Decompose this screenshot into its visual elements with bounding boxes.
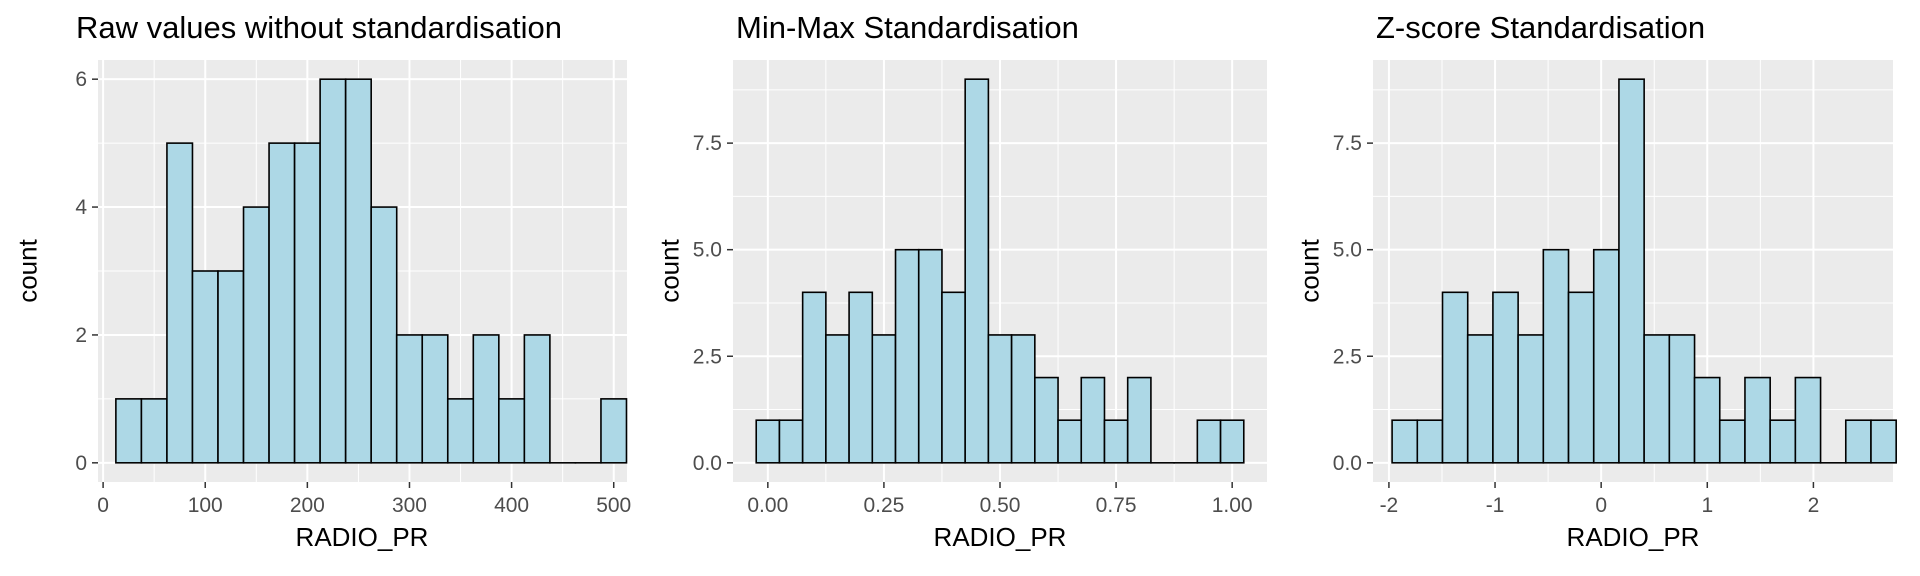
histogram-bar bbox=[1103, 419, 1129, 464]
y-axis-label: count bbox=[1294, 239, 1325, 303]
histogram-bar bbox=[801, 291, 827, 464]
histogram-bar bbox=[1492, 291, 1519, 464]
x-tick-label: 400 bbox=[494, 494, 529, 517]
histogram-bar bbox=[1567, 291, 1595, 464]
histogram-bar bbox=[242, 206, 270, 464]
histogram-bar bbox=[370, 206, 398, 464]
y-axis-label: count bbox=[654, 239, 685, 303]
chart-title: Min-Max Standardisation bbox=[736, 10, 1079, 45]
histogram-bar bbox=[1542, 248, 1570, 464]
histogram-bar bbox=[1219, 419, 1245, 464]
x-tick-label: -2 bbox=[1380, 494, 1399, 517]
x-tick-label: 200 bbox=[290, 494, 325, 517]
histogram-bar bbox=[319, 78, 347, 464]
x-axis-label: RADIO_PR bbox=[1566, 522, 1700, 552]
x-tick-label: 0.75 bbox=[1096, 494, 1137, 517]
x-tick-label: 0.00 bbox=[747, 494, 788, 517]
y-tick-label: 4 bbox=[75, 196, 87, 219]
x-tick-label: 2 bbox=[1808, 494, 1820, 517]
histogram-bar bbox=[166, 142, 194, 464]
chart-panel-minmax: Min-Max Standardisation 0.00 0.25 0.50 0.75… bbox=[640, 0, 1280, 576]
histogram-bar bbox=[344, 78, 372, 464]
y-tick-label: 2.5 bbox=[693, 345, 722, 368]
x-tick-label: 1.00 bbox=[1212, 494, 1253, 517]
histogram-bar bbox=[191, 270, 219, 464]
histogram-bar bbox=[917, 248, 943, 464]
x-tick-label: 0 bbox=[97, 494, 109, 517]
histogram-bar bbox=[1057, 419, 1083, 464]
y-tick-label: 2.5 bbox=[1333, 345, 1362, 368]
histogram-bar bbox=[1034, 376, 1059, 464]
y-tick-label: 0 bbox=[75, 452, 87, 475]
histogram-bar bbox=[1196, 419, 1222, 464]
histogram-bar bbox=[825, 334, 850, 464]
histogram-bar bbox=[755, 419, 781, 464]
histogram-bar bbox=[894, 248, 920, 464]
histogram-bar bbox=[600, 398, 628, 464]
histogram-bar bbox=[964, 78, 990, 464]
histogram-bar bbox=[523, 334, 551, 464]
chart-panel-raw: Raw values without standardisation 0 100 2… bbox=[0, 0, 640, 576]
histogram-bar bbox=[1010, 334, 1036, 464]
histogram-bar bbox=[1870, 419, 1897, 464]
histogram-bar bbox=[1718, 419, 1746, 464]
histogram-bar bbox=[115, 398, 143, 464]
chart-title: Z-score Standardisation bbox=[1376, 10, 1706, 45]
y-axis-label: count bbox=[12, 239, 43, 303]
histogram-bar bbox=[140, 398, 168, 464]
x-tick-label: -1 bbox=[1486, 494, 1505, 517]
x-axis-label: RADIO_PR bbox=[933, 522, 1067, 552]
histogram-bar bbox=[1126, 376, 1152, 464]
histogram-bar bbox=[217, 270, 245, 464]
x-tick-label: 1 bbox=[1701, 494, 1713, 517]
histogram-bar bbox=[1391, 419, 1419, 464]
y-tick-label: 6 bbox=[75, 68, 87, 91]
y-tick-label: 0.0 bbox=[1333, 452, 1362, 475]
histogram-bar bbox=[1416, 419, 1444, 464]
histogram-bar bbox=[1769, 419, 1797, 464]
histogram-bar bbox=[421, 334, 449, 464]
histogram-bar bbox=[1441, 291, 1469, 464]
histogram-bar bbox=[293, 142, 321, 464]
histogram-bar bbox=[395, 334, 424, 464]
histogram-bar bbox=[1080, 376, 1106, 464]
y-tick-label: 2 bbox=[75, 324, 87, 347]
x-tick-label: 500 bbox=[596, 494, 631, 517]
histogram-bar bbox=[446, 398, 475, 464]
chart-title: Raw values without standardisation bbox=[76, 10, 562, 45]
histogram-bar bbox=[472, 334, 500, 464]
y-tick-label: 0.0 bbox=[693, 452, 722, 475]
x-tick-label: 0 bbox=[1595, 494, 1607, 517]
histogram-bar bbox=[1668, 334, 1696, 464]
x-tick-label: 300 bbox=[392, 494, 427, 517]
y-tick-label: 7.5 bbox=[1333, 132, 1362, 155]
chart-panel-zscore: Z-score Standardisation -2 -1 0 1 2 0.0 2.5 5.0… bbox=[1280, 0, 1920, 576]
histogram-bar bbox=[498, 398, 526, 464]
histogram-bar bbox=[268, 142, 296, 464]
histogram-bar bbox=[1693, 376, 1721, 464]
histogram-bar bbox=[848, 291, 874, 464]
histogram-bar bbox=[1592, 248, 1620, 464]
histogram-bar bbox=[941, 291, 966, 464]
histogram-bar bbox=[1618, 78, 1645, 464]
histogram-bar bbox=[778, 419, 804, 464]
histogram-bar bbox=[1794, 376, 1822, 464]
x-tick-label: 0.50 bbox=[980, 494, 1021, 517]
histogram-bar bbox=[1517, 334, 1545, 464]
histogram-bar bbox=[1844, 419, 1872, 464]
x-tick-label: 100 bbox=[188, 494, 223, 517]
y-tick-label: 5.0 bbox=[693, 239, 722, 262]
x-tick-label: 0.25 bbox=[863, 494, 904, 517]
histogram-bar bbox=[987, 334, 1013, 464]
histogram-bar bbox=[1466, 334, 1494, 464]
histogram-bar bbox=[1643, 334, 1671, 464]
histogram-bar bbox=[1744, 376, 1771, 464]
histogram-svg: -2 -1 0 1 2 0.0 2.5 5.0 7.5 bbox=[1333, 60, 1897, 517]
x-axis-label: RADIO_PR bbox=[295, 522, 429, 552]
y-tick-label: 7.5 bbox=[693, 132, 722, 155]
histogram-svg: 0.00 0.25 0.50 0.75 1.00 0.0 2.5 5.0 7.5 bbox=[693, 60, 1267, 517]
histogram-svg: 0 100 200 300 400 500 0 2 4 6 bbox=[75, 60, 631, 517]
histogram-bar bbox=[871, 334, 897, 464]
y-tick-label: 5.0 bbox=[1333, 239, 1362, 262]
